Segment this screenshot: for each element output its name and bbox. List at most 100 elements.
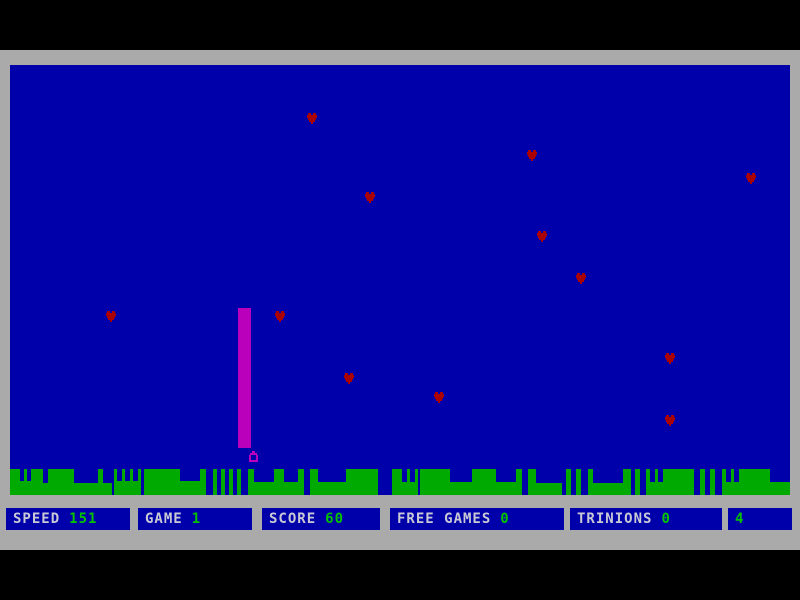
wall-brick — [372, 469, 378, 495]
wall-brick — [346, 469, 372, 495]
wall-brick — [516, 469, 522, 495]
hud-lives: 4 — [728, 508, 792, 530]
wall-brick — [392, 469, 402, 495]
wall-brick — [221, 469, 225, 495]
wall-brick — [593, 483, 623, 495]
wall-brick — [658, 482, 663, 495]
wall-brick — [576, 469, 581, 495]
wall-brick — [98, 469, 103, 495]
wall-brick — [122, 469, 125, 495]
wall-brick — [20, 481, 24, 495]
wall-brick — [731, 469, 734, 495]
wall-brick — [536, 483, 562, 495]
wall-brick — [420, 469, 450, 495]
wall-brick — [180, 481, 200, 495]
heart-sprite — [434, 392, 445, 403]
wall-brick — [31, 469, 34, 495]
hud-trinions-value: 0 — [661, 511, 671, 527]
wall-brick — [655, 469, 658, 495]
wall-brick — [117, 481, 122, 495]
wall-brick — [742, 469, 770, 495]
wall-brick — [566, 469, 571, 495]
wall-brick — [666, 469, 694, 495]
wall-brick — [496, 482, 516, 495]
wall-brick — [410, 482, 415, 495]
hud-trinions: TRINIONS 0 — [570, 508, 722, 530]
wall-brick — [213, 469, 217, 495]
wall-brick — [635, 469, 640, 495]
hud-free-games-label: FREE GAMES — [397, 511, 492, 527]
wall-brick — [200, 469, 206, 495]
wall-brick — [700, 469, 705, 495]
wall-brick — [739, 469, 742, 495]
wall-brick — [10, 469, 20, 495]
playfield[interactable] — [10, 65, 790, 495]
heart-sprite — [576, 273, 587, 284]
wall-brick — [650, 482, 655, 495]
heart-sprite — [665, 353, 676, 364]
wall-brick — [133, 481, 138, 495]
wall-brick — [24, 469, 27, 495]
wall-brick — [284, 482, 298, 495]
wall-brick — [274, 469, 284, 495]
wall-brick — [402, 482, 407, 495]
wall-brick — [144, 469, 180, 495]
wall-brick — [130, 469, 133, 495]
heart-sprite — [106, 311, 117, 322]
hud-speed-value: 151 — [69, 511, 98, 527]
heart-sprite — [307, 113, 318, 124]
wall-brick — [114, 469, 117, 495]
hud-game-value: 1 — [191, 511, 202, 527]
heart-sprite — [275, 311, 286, 322]
player-base-icon — [248, 451, 259, 462]
wall-brick — [298, 469, 304, 495]
wall-brick — [310, 469, 318, 495]
hud-score-label: SCORE — [269, 511, 317, 527]
wall-brick — [237, 469, 241, 495]
heart-sprite — [344, 373, 355, 384]
hud-speed-label: SPEED — [13, 511, 61, 527]
hud-game-label: GAME — [145, 511, 183, 527]
wall-brick — [588, 469, 593, 495]
hud-score-value: 60 — [325, 511, 345, 527]
wall-brick — [318, 482, 346, 495]
hud-lives-value: 4 — [735, 511, 745, 527]
wall-brick — [663, 469, 666, 495]
hud-speed: SPEED 151 — [6, 508, 130, 530]
hud-score: SCORE 60 — [262, 508, 380, 530]
hud-trinions-label: TRINIONS — [577, 511, 653, 527]
heart-sprite — [537, 231, 548, 242]
wall-brick — [74, 483, 98, 495]
hud-free-games: FREE GAMES 0 — [390, 508, 564, 530]
wall-brick — [528, 469, 536, 495]
tower-column — [238, 308, 251, 448]
wall-brick — [248, 469, 254, 495]
wall-brick — [27, 481, 31, 495]
wall-brick — [726, 482, 731, 495]
wall-brick — [229, 469, 233, 495]
wall-brick — [254, 482, 274, 495]
wall-brick — [48, 469, 74, 495]
wall-brick — [710, 469, 715, 495]
heart-sprite — [365, 192, 376, 203]
wall-brick — [34, 469, 43, 495]
wall-brick — [415, 469, 418, 495]
wall-brick — [125, 481, 130, 495]
wall-brick — [450, 482, 472, 495]
wall-brick — [770, 482, 790, 495]
wall-brick — [472, 469, 496, 495]
wall-brick — [722, 469, 726, 495]
brick-wall — [10, 461, 790, 495]
wall-brick — [103, 483, 112, 495]
hud-game: GAME 1 — [138, 508, 252, 530]
heart-sprite — [746, 173, 757, 184]
wall-brick — [407, 469, 410, 495]
wall-brick — [43, 483, 48, 495]
wall-brick — [138, 469, 141, 495]
wall-brick — [646, 469, 650, 495]
status-bar: SPEED 151 GAME 1 SCORE 60 FREE GAMES 0 TRINIONS 0… — [0, 508, 800, 532]
wall-brick — [623, 469, 631, 495]
wall-brick — [734, 482, 739, 495]
heart-sprite — [527, 150, 538, 161]
